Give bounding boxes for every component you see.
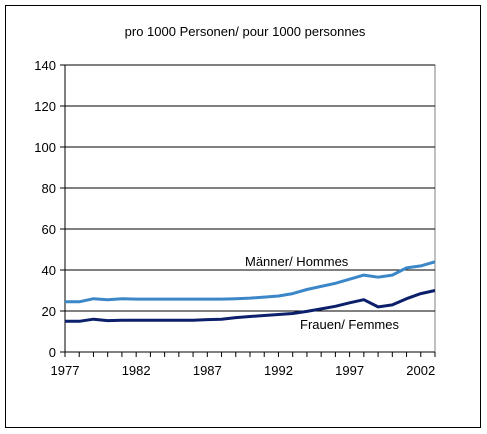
y-tick-label: 100 bbox=[34, 140, 56, 155]
series-line-0 bbox=[65, 260, 436, 304]
series-label-frauen-femmes: Frauen/ Femmes bbox=[300, 317, 399, 332]
series-lines bbox=[65, 260, 436, 323]
y-axis: 0 20 40 60 80 100 120 140 bbox=[34, 58, 66, 360]
x-tick-label: 2002 bbox=[406, 363, 435, 378]
y-tick-label: 40 bbox=[42, 263, 56, 278]
y-tick-label: 60 bbox=[42, 222, 56, 237]
series-line-1 bbox=[65, 289, 436, 323]
x-tick-label: 1982 bbox=[122, 363, 151, 378]
grid-lines bbox=[65, 64, 435, 312]
y-tick-label: 0 bbox=[49, 345, 56, 360]
plot-area bbox=[64, 64, 436, 353]
chart-title: pro 1000 Personen/ pour 1000 personnes bbox=[125, 24, 366, 39]
x-tick-label: 1992 bbox=[264, 363, 293, 378]
x-axis: 1977 1982 1987 1992 1997 2002 bbox=[51, 351, 436, 378]
x-tick-label: 1997 bbox=[335, 363, 364, 378]
x-tick-label: 1987 bbox=[193, 363, 222, 378]
y-tick-label: 80 bbox=[42, 181, 56, 196]
series-label-maenner-hommes: Männer/ Hommes bbox=[245, 254, 349, 269]
x-tick-label: 1977 bbox=[51, 363, 80, 378]
y-tick-label: 20 bbox=[42, 304, 56, 319]
y-tick-label: 120 bbox=[34, 99, 56, 114]
y-tick-label: 140 bbox=[34, 58, 56, 73]
